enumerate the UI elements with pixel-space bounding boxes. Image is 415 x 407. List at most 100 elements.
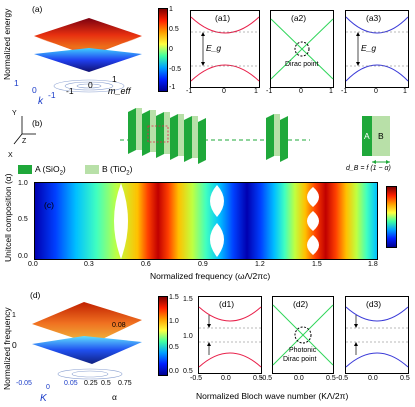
panel-d2-xtick-2: 0.0 [294, 375, 304, 382]
panel-d2-xtick-3: 0.5 [326, 375, 336, 382]
unit-cell-formula: d_B = f (1 − α) [346, 165, 391, 172]
panel-d-ztick-1: 1 [12, 312, 16, 319]
panel-d-ztick-2: 0.08 [112, 322, 126, 329]
panel-d3: (d3) [345, 296, 409, 374]
legend-tio2-swatch [85, 165, 99, 174]
coordinate-axes [13, 116, 36, 145]
panel-d1-xtick-1: -0.5 [190, 375, 203, 382]
panel-a-ylabel: m_eff [108, 86, 131, 96]
panel-a2-xtick-3: 1 [329, 88, 333, 95]
panel-a-cbar-tick-2: 0.5 [169, 26, 179, 33]
unit-cell-b-label: B [378, 131, 384, 141]
panel-d3-xtick-2: 0.0 [368, 375, 378, 382]
panel-d-xtick-3: 0.05 [64, 380, 78, 387]
panel-d-colorbar [158, 296, 168, 376]
panel-a-xtick-1: 1 [14, 78, 19, 88]
panel-a2: (a2) Dirac point [270, 10, 334, 88]
panel-c-xtick-1: 0.0 [28, 261, 38, 268]
panel-d-xtick-1: -0.05 [16, 380, 32, 387]
panel-a-ytick-2: 0 [88, 80, 93, 90]
panel-d2: (d2) Photonic Dirac point [272, 296, 334, 374]
panel-c-ylabel: Unitcell composition (α) [3, 173, 13, 262]
axis-y-label: Y [12, 110, 17, 117]
panel-a1-label: (a1) [215, 13, 231, 23]
panel-a3-xtick-3: 1 [403, 88, 407, 95]
panel-a-cbar-tick-3: 0 [169, 46, 173, 53]
panel-d-cbar-tick-4: 0.0 [169, 368, 179, 375]
panel-a-cbar-tick-1: 1 [169, 6, 173, 13]
panel-d-zlabel: Normalized frequency [2, 307, 12, 390]
panel-a-surface [34, 18, 142, 93]
axis-x-label: X [8, 152, 13, 159]
panel-a2-bands [270, 18, 334, 80]
legend-sio2-swatch [18, 165, 32, 174]
panel-d3-bands [345, 306, 409, 368]
panel-d3-xtick-1: -0.5 [336, 375, 349, 382]
panel-d-ylabel: α [112, 392, 117, 402]
panel-c-heatmap [34, 182, 378, 260]
panel-a3-bands [345, 16, 409, 82]
panel-a1-gap-label: E_g [206, 43, 222, 53]
unit-cell-a-label: A [364, 131, 370, 141]
panel-a1: (a1) E_g [190, 10, 260, 88]
panel-c-xtick-7: 1.8 [368, 261, 378, 268]
panel-a1-xtick-1: -1 [186, 88, 193, 95]
panel-d1-ytick-3: 0.5 [183, 368, 193, 375]
legend-tio2-label: B (TiO2) [102, 164, 133, 177]
panel-d1-xtick-3: 0.5 [253, 375, 263, 382]
multilayer-stack [120, 108, 310, 164]
panel-d1-label: (d1) [219, 299, 235, 309]
panel-d-ytick-3: 0.75 [118, 380, 132, 387]
panel-d-xlabel: K [40, 393, 47, 404]
panel-c-ytick-1: 1.0 [18, 180, 28, 187]
panel-a1-xtick-2: 0 [222, 88, 226, 95]
panel-d2-bands [272, 304, 334, 366]
panel-a-cbar-tick-5: -1 [169, 84, 176, 91]
panel-d-surface [32, 302, 142, 380]
panel-a3-gap-label: E_g [361, 43, 377, 53]
panel-a-xlabel: k [38, 96, 43, 107]
panel-d1-bands [198, 306, 262, 368]
panel-d-cbar-tick-1: 1.5 [169, 294, 179, 301]
panel-d1-ytick-1: 1.5 [183, 296, 193, 303]
panel-c-xtick-6: 1.5 [312, 261, 322, 268]
panel-d-cbar-tick-2: 1.0 [169, 318, 179, 325]
panel-a-label: (a) [32, 4, 43, 14]
panel-c-xtick-4: 0.9 [198, 261, 208, 268]
panel-d-ytick-1: 0.25 [84, 380, 98, 387]
panel-c-xtick-5: 1.2 [255, 261, 265, 268]
panel-a-xtick-3: -1 [48, 90, 56, 100]
legend-sio2-label: A (SiO2) [35, 164, 66, 177]
panel-a3-xtick-1: -1 [341, 88, 348, 95]
panel-c-ytick-3: 0.0 [18, 253, 28, 260]
panel-a2-xtick-2: 0 [299, 88, 303, 95]
panel-d1-xtick-2: 0.0 [221, 375, 231, 382]
panel-c-xtick-2: 0.3 [84, 261, 94, 268]
panel-d2-annotation-1: Photonic [289, 347, 317, 354]
panel-c-ytick-2: 0.5 [18, 216, 28, 223]
panel-a1-xtick-3: 1 [254, 88, 258, 95]
bottom-xlabel: Normalized Bloch wave number (KΛ/2π) [196, 391, 349, 401]
panel-a3: (a3) E_g [345, 10, 409, 88]
panel-d-cbar-tick-3: 0.5 [169, 344, 179, 351]
panel-a-cbar-tick-4: -0.5 [169, 66, 182, 73]
panel-c-xlabel: Normalized frequency (ωΛ/2πc) [150, 271, 271, 281]
panel-d3-label: (d3) [366, 299, 382, 309]
axis-z-label: Z [22, 138, 27, 145]
panel-d2-xtick-1: -0.5 [260, 375, 273, 382]
panel-d-label: (d) [30, 290, 41, 300]
panel-a1-bands [190, 16, 260, 82]
panel-d-zero-tick: 0 [12, 340, 17, 350]
panel-c-xtick-3: 0.6 [141, 261, 151, 268]
panel-c-colorbar [386, 186, 397, 248]
panel-a-xtick-2: 0 [32, 85, 37, 95]
panel-d2-label: (d2) [293, 299, 309, 309]
panel-c-label: (c) [44, 200, 54, 210]
panel-d-ytick-2: 0.5 [101, 380, 111, 387]
panel-d3-xtick-3: 0.5 [400, 375, 410, 382]
panel-a: (a) Normalized energy 1 0 -1 -1 0 1 k m_… [0, 0, 160, 107]
panel-d2-annotation-2: Dirac point [283, 356, 317, 363]
panel-a2-xtick-1: -1 [266, 88, 273, 95]
panel-a3-xtick-2: 0 [374, 88, 378, 95]
panel-a2-label: (a2) [291, 13, 307, 23]
